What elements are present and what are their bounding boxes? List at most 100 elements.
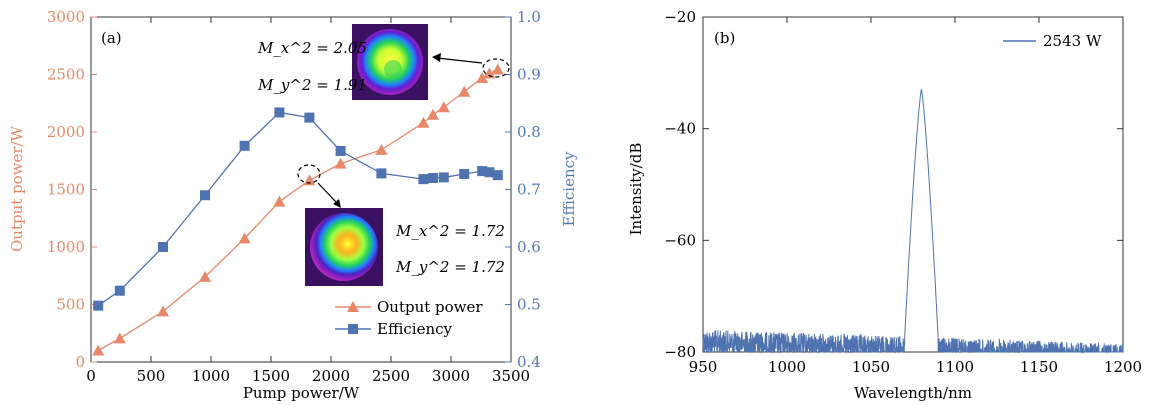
efficiency-line — [97, 111, 499, 307]
panel-b-y-ticks: −80 −60 −40 −20 — [664, 8, 1123, 361]
efficiency-point — [274, 107, 285, 118]
beam-profile-mid-power — [305, 208, 383, 286]
output-power-point — [458, 85, 471, 97]
output-power-point — [113, 332, 126, 344]
callout-ellipse-high — [482, 58, 510, 78]
efficiency-point — [438, 172, 449, 183]
x-tick-label: 1000 — [192, 367, 230, 385]
callout-arrowhead-high — [432, 53, 441, 62]
panel-a-label: (a) — [101, 29, 122, 47]
left-tick-label: 0 — [75, 353, 85, 371]
y-tick-label: −20 — [664, 8, 696, 26]
beam-image-core — [384, 60, 402, 78]
panel-a-right-y-label: Efficiency — [560, 151, 578, 227]
output-power-line — [97, 68, 499, 352]
callout-ellipse-mid — [297, 164, 321, 184]
spectrum-2543w-line — [702, 88, 1124, 354]
legend-output-marker — [347, 301, 359, 312]
x-tick-label: 1500 — [252, 367, 290, 385]
annotation-mid-mx: M_x^2 = 1.72 — [395, 222, 505, 240]
efficiency-point — [477, 166, 488, 177]
left-tick-label: 1500 — [47, 181, 85, 199]
panel-b-label: (b) — [714, 29, 735, 47]
output-power-point — [491, 63, 504, 75]
efficiency-point — [492, 170, 503, 181]
beam-image-spot — [310, 213, 378, 281]
annotation-high-mx: M_x^2 = 2.05 — [257, 39, 367, 57]
panel-b: (b) 950 1000 1050 1100 1150 1200 −80 −60 −40 −20… — [627, 8, 1142, 402]
efficiency-point — [484, 167, 495, 178]
efficiency-point — [93, 300, 104, 311]
left-tick-label: 3000 — [47, 8, 85, 26]
output-power-point — [238, 232, 251, 244]
callout-arrow-high — [436, 57, 483, 64]
output-power-point — [437, 101, 450, 113]
x-tick-label: 0 — [86, 367, 96, 385]
output-power-point — [476, 71, 489, 83]
panel-b-x-label: Wavelength/nm — [854, 384, 972, 402]
efficiency-point — [304, 112, 315, 123]
panel-a: (a) 0 500 1000 1500 2000 2500 3000 3500 0 500 100… — [8, 8, 578, 402]
efficiency-point — [114, 285, 125, 296]
output-power-point — [375, 143, 388, 155]
y-tick-label: −60 — [664, 231, 696, 249]
legend-efficiency-marker — [348, 324, 358, 334]
left-tick-label: 500 — [56, 296, 85, 314]
x-tick-label: 3500 — [492, 367, 530, 385]
left-tick-label: 2000 — [47, 123, 85, 141]
y-tick-label: −40 — [664, 120, 696, 138]
output-power-point — [303, 174, 316, 186]
efficiency-point — [239, 140, 250, 151]
beam-profile-high-power — [352, 24, 428, 100]
x-tick-label: 3000 — [432, 367, 470, 385]
efficiency-point — [418, 174, 429, 185]
panel-a-left-ticks: 0 500 1000 1500 2000 2500 3000 — [47, 8, 97, 371]
plot-b-frame — [702, 16, 1124, 353]
right-tick-label: 0.5 — [517, 296, 541, 314]
left-tick-label: 1000 — [47, 238, 85, 256]
legend-efficiency-label: Efficiency — [377, 320, 453, 338]
left-tick-label: 2500 — [47, 66, 85, 84]
x-tick-label: 950 — [689, 358, 718, 376]
right-tick-label: 0.4 — [517, 353, 541, 371]
callout-arrow-mid — [317, 182, 338, 204]
efficiency-point — [376, 168, 387, 179]
panel-a-x-label: Pump power/W — [243, 384, 360, 402]
y-tick-label: −80 — [664, 343, 696, 361]
legend-spectrum-label: 2543 W — [1043, 32, 1102, 50]
x-tick-label: 1200 — [1104, 358, 1142, 376]
output-power-point — [157, 305, 169, 317]
right-tick-label: 1.0 — [517, 8, 541, 26]
annotation-mid-my: M_y^2 = 1.72 — [395, 258, 505, 276]
output-power-point — [199, 270, 211, 282]
panel-b-legend: 2543 W — [1003, 32, 1102, 50]
panel-a-series — [92, 63, 504, 356]
panel-a-left-y-label: Output power/W — [8, 125, 26, 252]
efficiency-point — [428, 173, 438, 183]
panel-a-x-ticks: 0 500 1000 1500 2000 2500 3000 3500 — [86, 17, 530, 385]
output-power-point — [483, 67, 496, 79]
output-power-point — [92, 344, 105, 356]
x-tick-label: 1000 — [768, 358, 806, 376]
efficiency-point — [158, 242, 168, 252]
output-power-point — [417, 116, 430, 128]
efficiency-point — [459, 168, 470, 179]
callout-arrowhead-mid — [333, 199, 341, 208]
panel-a-right-ticks: 0.4 0.5 0.6 0.7 0.8 0.9 1.0 — [505, 8, 541, 371]
panel-b-y-label: Intensity/dB — [627, 143, 645, 236]
output-power-point — [334, 157, 347, 169]
output-power-point — [427, 108, 439, 120]
right-tick-label: 0.7 — [517, 181, 541, 199]
annotation-callouts — [297, 53, 510, 208]
annotation-high-my: M_y^2 = 1.91 — [257, 76, 367, 94]
output-power-point — [273, 195, 286, 207]
x-tick-label: 2500 — [372, 367, 410, 385]
right-tick-label: 0.8 — [517, 123, 541, 141]
efficiency-point — [335, 145, 346, 156]
right-tick-label: 0.6 — [517, 238, 541, 256]
right-tick-label: 0.9 — [517, 66, 541, 84]
x-tick-label: 1050 — [852, 358, 890, 376]
legend-output-label: Output power — [377, 298, 483, 316]
x-tick-label: 1100 — [936, 358, 974, 376]
